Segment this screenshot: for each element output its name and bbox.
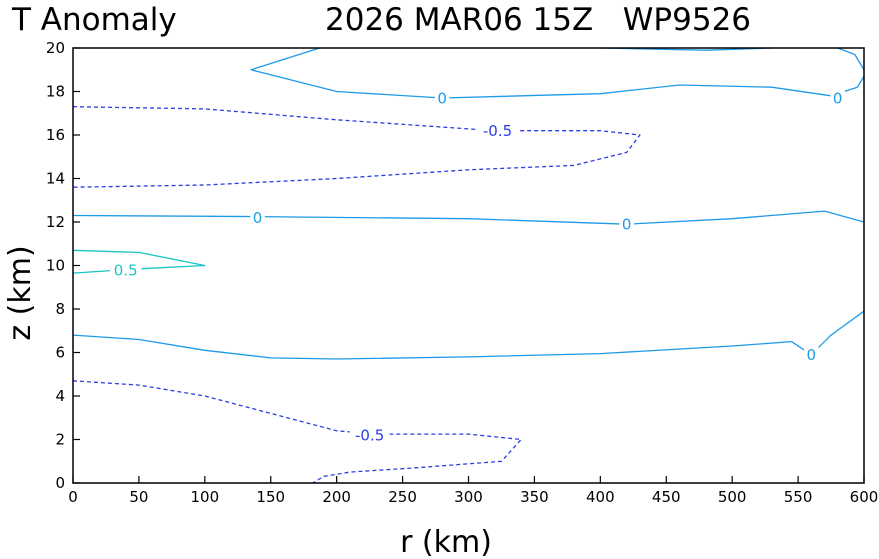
- y-tick-label: 20: [46, 39, 65, 57]
- contour-label: 0: [253, 209, 263, 227]
- contour-label: 0: [622, 216, 632, 234]
- y-tick-label: 8: [55, 300, 65, 318]
- contour-label: 0: [806, 346, 816, 364]
- x-axis-ticks: 0 50 100 150 200 250 300 350 400 450 500 550 600: [68, 476, 878, 506]
- y-axis-ticks: 0 2 4 6 8 10 12 14 16 18 20: [46, 39, 80, 492]
- x-axis-label: r (km): [400, 525, 492, 559]
- x-tick-label: 0: [68, 488, 78, 506]
- contour-labels: 0 0 -0.5 0 0 0.5 0 -0.5: [109, 90, 845, 445]
- contour-line-negative: [72, 380, 522, 484]
- contour-line-negative: [72, 106, 641, 188]
- contour-label-bg: [619, 216, 634, 233]
- contour-label-bg: [804, 346, 819, 363]
- contour-label: 0.5: [114, 261, 138, 279]
- contour-label-bg: [349, 427, 390, 444]
- y-axis-label: z (km): [3, 245, 38, 340]
- x-tick-label: 100: [191, 488, 220, 506]
- contour-label-bg: [250, 209, 265, 226]
- contour-line-zero: [72, 310, 865, 360]
- x-tick-label: 200: [322, 488, 351, 506]
- contour-label: 0: [437, 90, 447, 108]
- contour-label-bg: [830, 90, 845, 107]
- x-tick-label: 150: [256, 488, 285, 506]
- contour-line-zero: [72, 210, 865, 225]
- x-tick-label: 550: [784, 488, 813, 506]
- y-tick-label: 0: [55, 474, 65, 492]
- x-tick-label: 400: [586, 488, 615, 506]
- x-tick-label: 600: [850, 488, 879, 506]
- contour-label: 0: [833, 90, 843, 108]
- y-tick-label: 12: [46, 213, 65, 231]
- x-tick-label: 300: [454, 488, 483, 506]
- x-tick-label: 50: [129, 488, 148, 506]
- plot-frame: [72, 47, 865, 484]
- contour-label: -0.5: [483, 122, 512, 140]
- y-tick-label: 6: [55, 344, 65, 362]
- chart-title-right: 2026 MAR06 15Z WP9526: [325, 2, 751, 38]
- contour-label-bg: [434, 90, 450, 107]
- y-tick-label: 16: [46, 126, 65, 144]
- contour-lines: [72, 47, 865, 484]
- contour-line-zero: [250, 47, 865, 99]
- x-tick-label: 250: [388, 488, 417, 506]
- contour-label-bg: [109, 261, 142, 278]
- contour-label-bg: [477, 122, 518, 139]
- y-tick-label: 14: [46, 170, 65, 188]
- y-tick-label: 2: [55, 431, 65, 449]
- contour-line-zero: [837, 47, 865, 71]
- y-tick-label: 18: [46, 83, 65, 101]
- y-tick-label: 10: [46, 257, 65, 275]
- x-tick-label: 350: [520, 488, 549, 506]
- x-tick-label: 450: [652, 488, 681, 506]
- chart-title-left: T Anomaly: [11, 2, 177, 38]
- x-tick-label: 500: [718, 488, 747, 506]
- contour-label: -0.5: [355, 427, 384, 445]
- y-tick-label: 4: [55, 387, 65, 405]
